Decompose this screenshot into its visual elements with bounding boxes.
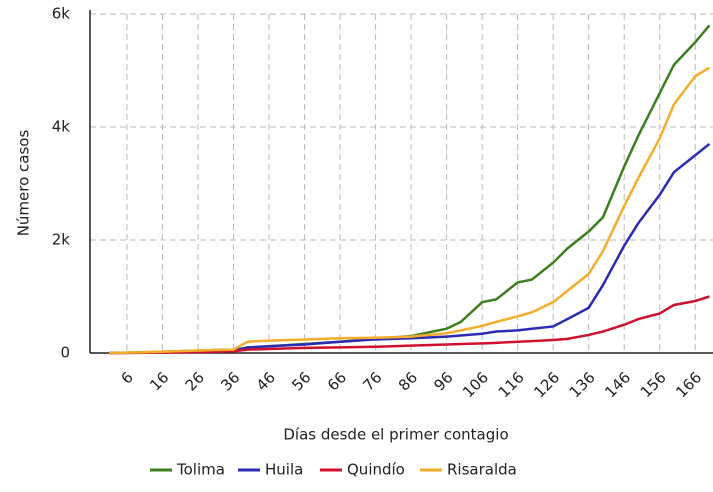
x-tick-label: 116 (495, 368, 528, 401)
x-tick-label: 146 (601, 368, 634, 401)
x-tick-label: 76 (359, 368, 385, 394)
y-tick-label: 2k (52, 231, 71, 249)
y-axis-label: Número casos (15, 130, 33, 237)
x-tick-label: 36 (217, 368, 243, 394)
line-series (109, 66, 711, 355)
legend-label: Risaralda (447, 461, 517, 479)
x-tick-label: 6 (117, 368, 136, 387)
x-tick-label: 96 (430, 368, 456, 394)
x-axis-label: Días desde el primer contagio (283, 426, 508, 444)
x-tick-label: 46 (253, 368, 279, 394)
x-tick-label: 56 (288, 368, 314, 394)
x-tick-label: 156 (637, 368, 670, 401)
y-tick-label: 6k (52, 5, 71, 23)
line-series (109, 295, 710, 355)
x-tick-label: 26 (182, 368, 208, 394)
x-tick-label: 66 (324, 368, 350, 394)
x-tick-label: 106 (459, 368, 492, 401)
y-tick-label: 4k (52, 118, 71, 136)
y-tick-label: 0 (60, 344, 70, 362)
legend-label: Quindío (347, 461, 405, 479)
x-tick-label: 126 (530, 368, 563, 401)
legend-label: Huila (265, 461, 303, 479)
x-tick-label: 136 (566, 368, 599, 401)
x-tick-label: 166 (672, 368, 705, 401)
x-tick-label: 86 (395, 368, 421, 394)
line-series (109, 24, 711, 355)
x-tick-label: 16 (146, 368, 172, 394)
legend-label: Tolima (176, 461, 225, 479)
